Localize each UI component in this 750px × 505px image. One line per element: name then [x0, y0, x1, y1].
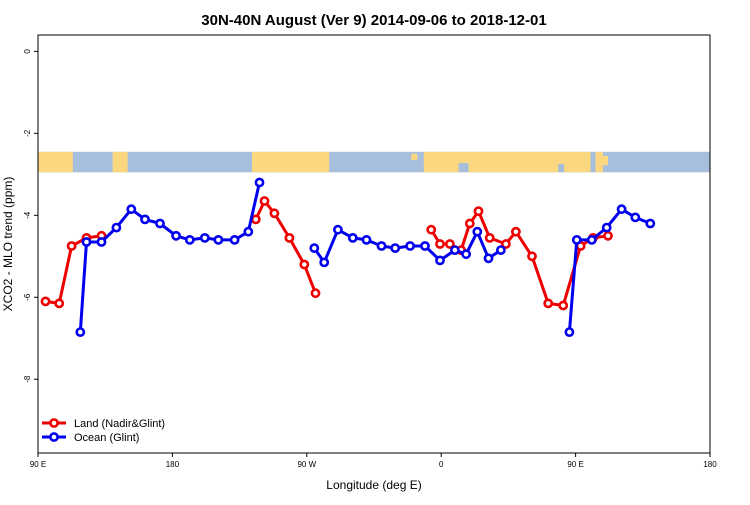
legend-label: Land (Nadir&Glint) [74, 418, 165, 430]
data-point [483, 253, 494, 264]
series-layer [40, 177, 656, 337]
data-point [645, 218, 656, 229]
data-point [361, 234, 372, 245]
data-point [81, 237, 92, 247]
y-tick-label: -4 [23, 211, 32, 219]
data-point [269, 208, 280, 219]
data-point [347, 232, 358, 243]
map-land [316, 155, 325, 168]
map-land [112, 151, 128, 173]
data-point [435, 255, 445, 266]
data-point [111, 222, 122, 233]
data-point [140, 214, 150, 225]
data-point [75, 327, 86, 337]
data-point [96, 237, 107, 247]
data-point [571, 234, 582, 245]
data-point [472, 226, 483, 237]
data-point [243, 226, 254, 237]
data-point [449, 245, 460, 255]
data-point [310, 288, 321, 299]
data-point [564, 327, 575, 337]
data-point [543, 298, 554, 309]
x-tick-label: 90 E [30, 460, 46, 469]
data-point [495, 245, 506, 255]
legend: Land (Nadir&Glint) Ocean (Glint) [42, 418, 165, 444]
y-tick-label: -6 [23, 293, 32, 301]
data-point [511, 226, 521, 237]
y-tick-label: 0 [23, 49, 32, 54]
map-sea [558, 164, 565, 173]
series-ocean [75, 177, 656, 337]
map-ocean [38, 151, 710, 173]
map-land [38, 151, 73, 173]
data-point [420, 241, 430, 251]
data-point [390, 243, 401, 253]
data-point [500, 239, 511, 249]
y-tick-label: -8 [23, 375, 32, 383]
x-axis: 90 E 180 90 W 0 90 E 180 [30, 453, 717, 469]
x-axis-title: Longitude (deg E) [326, 478, 421, 492]
data-point [155, 218, 165, 229]
x-tick-label: 0 [439, 460, 444, 469]
data-point [484, 232, 495, 243]
x-tick-label: 180 [166, 460, 180, 469]
x-tick-label: 90 W [297, 460, 316, 469]
data-point [473, 206, 484, 217]
data-point [54, 298, 65, 309]
y-axis-title: XCO2 - MLO trend (ppm) [1, 177, 15, 312]
map-sea [77, 162, 86, 173]
data-point [309, 243, 320, 253]
data-point [126, 204, 137, 215]
data-point [284, 232, 295, 243]
legend-marker [49, 418, 59, 428]
y-axis: 0 -2 -4 -6 -8 [23, 49, 38, 383]
plot-frame [37, 34, 711, 454]
data-point [527, 251, 537, 262]
data-point [461, 249, 471, 260]
x-tick-label: 90 E [567, 460, 583, 469]
map-land [252, 151, 330, 173]
data-point [558, 300, 569, 311]
data-point [184, 234, 195, 245]
data-point [603, 230, 613, 241]
data-point [586, 234, 597, 245]
data-point [40, 296, 51, 307]
data-point [319, 257, 330, 268]
data-point [426, 224, 437, 235]
chart-title: 30N-40N August (Ver 9) 2014-09-06 to 201… [201, 12, 546, 29]
y-tick-label: -2 [23, 129, 32, 137]
legend-marker [49, 432, 59, 442]
data-point [66, 241, 77, 251]
data-point [332, 224, 343, 235]
map-land [423, 151, 591, 173]
data-point [464, 218, 475, 229]
x-tick-label: 180 [703, 460, 717, 469]
data-point [376, 241, 387, 251]
data-point [616, 204, 627, 215]
legend-label: Ocean (Glint) [74, 432, 139, 444]
map-land [598, 155, 608, 166]
data-point [601, 222, 612, 233]
map-land [411, 153, 418, 160]
data-point [630, 212, 641, 223]
data-point [405, 241, 415, 251]
data-point [229, 234, 240, 245]
data-point [299, 259, 310, 270]
data-point [254, 177, 265, 188]
data-point [259, 196, 270, 206]
data-point [199, 232, 210, 243]
data-point [213, 234, 224, 245]
map-land [254, 157, 261, 169]
map-sea [458, 163, 469, 173]
world-map-band [38, 151, 710, 173]
data-point [171, 230, 181, 241]
data-point [435, 239, 445, 249]
data-point [250, 214, 261, 225]
data-point [444, 239, 455, 249]
